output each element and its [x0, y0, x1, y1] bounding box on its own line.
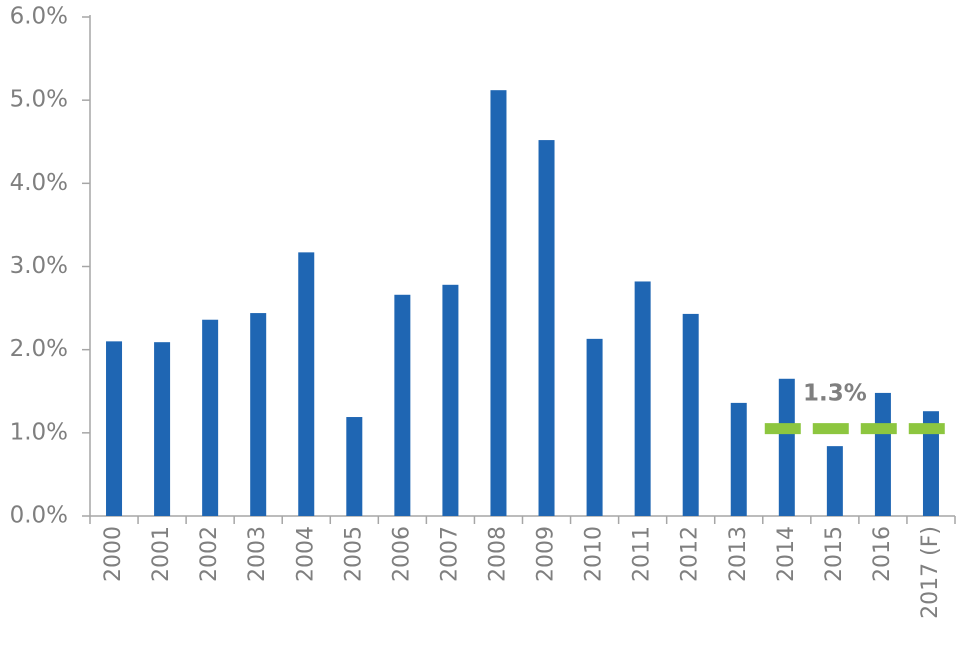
bar [202, 319, 219, 516]
bar [778, 378, 795, 516]
x-tick-label: 2001 [149, 526, 174, 582]
x-tick-label: 2006 [389, 526, 414, 582]
x-tick-label: 2012 [678, 526, 703, 582]
bar [442, 284, 459, 516]
x-tick-label: 2014 [774, 526, 799, 582]
x-tick-label: 2013 [726, 526, 751, 582]
x-tick-label: 2005 [341, 526, 366, 582]
bar [106, 341, 123, 516]
x-tick-label: 2009 [534, 526, 559, 582]
bar [682, 313, 699, 516]
bar [538, 140, 555, 516]
x-tick-label: 2016 [870, 526, 895, 582]
bar [874, 392, 891, 516]
x-tick-label: 2015 [822, 526, 847, 582]
y-tick-label: 1.0% [10, 419, 68, 445]
x-tick-label: 2010 [582, 526, 607, 582]
y-tick-label: 3.0% [10, 253, 68, 279]
x-tick-label: 2011 [630, 526, 655, 582]
bar [586, 338, 603, 516]
x-tick-label: 2017 (F) [918, 526, 943, 619]
y-tick-label: 4.0% [10, 170, 68, 196]
x-tick-label: 2007 [437, 526, 462, 582]
bar [154, 342, 171, 516]
bar [298, 252, 315, 516]
y-tick-label: 5.0% [10, 87, 68, 113]
x-tick-label: 2003 [245, 526, 270, 582]
annotation: 1.3% [803, 381, 867, 407]
x-tick-label: 2008 [485, 526, 510, 582]
x-tick-label: 2000 [101, 526, 126, 582]
bar [346, 417, 363, 516]
bar [490, 90, 507, 516]
bar [730, 402, 747, 516]
bar [634, 281, 651, 516]
bar [394, 294, 411, 516]
y-tick-label: 0.0% [10, 503, 68, 529]
y-tick-label: 6.0% [10, 4, 68, 30]
bar [250, 313, 267, 516]
bar [826, 446, 843, 516]
y-tick-label: 2.0% [10, 336, 68, 362]
x-tick-label: 2004 [293, 526, 318, 582]
bar [922, 411, 939, 516]
x-tick-label: 2002 [197, 526, 222, 582]
